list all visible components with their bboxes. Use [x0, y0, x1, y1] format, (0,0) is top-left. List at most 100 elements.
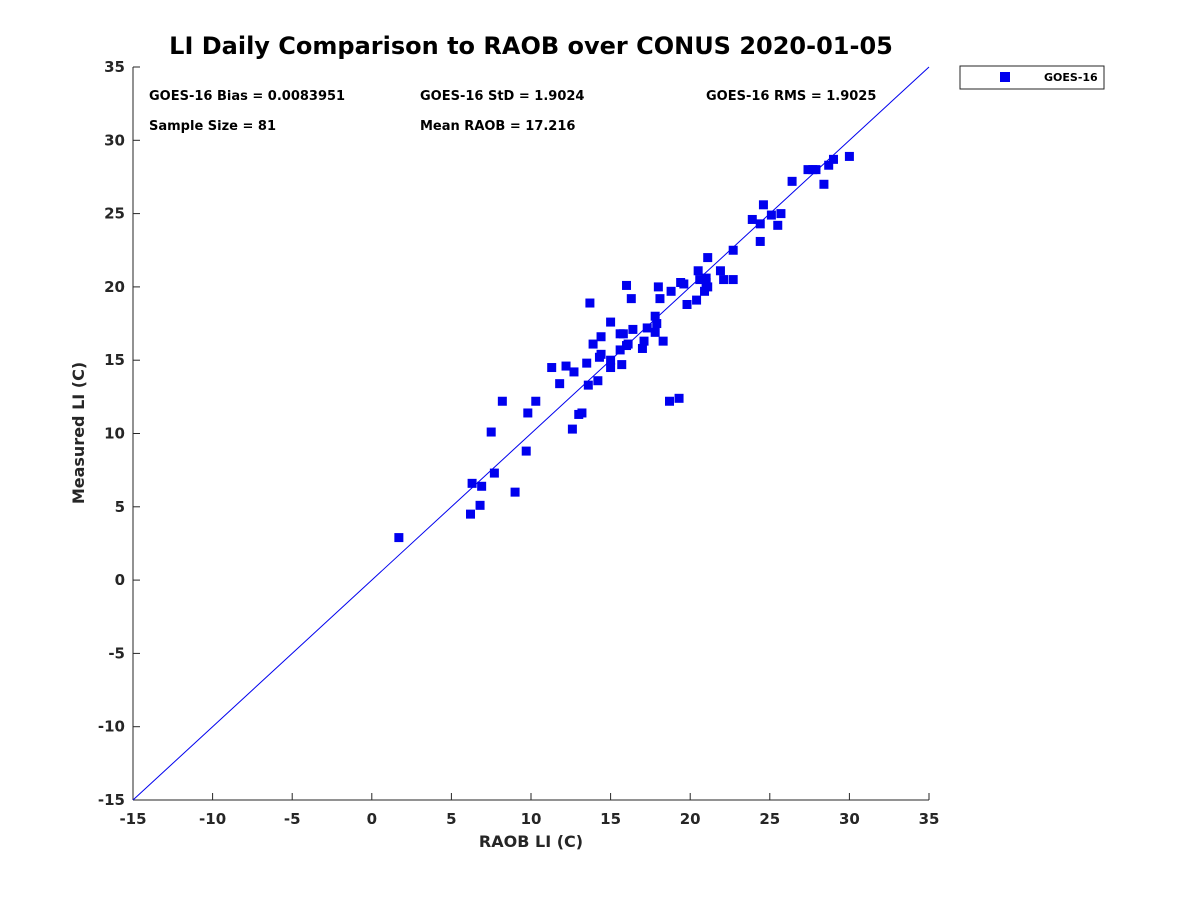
data-point [555, 379, 565, 389]
data-point [655, 294, 665, 304]
data-point [475, 500, 485, 510]
data-point [615, 345, 625, 355]
data-point [703, 253, 713, 263]
data-point [593, 376, 603, 386]
x-tick-label: -15 [119, 810, 146, 828]
data-point [773, 220, 783, 230]
data-point [828, 154, 838, 164]
data-point [596, 349, 606, 359]
data-point [642, 323, 652, 333]
data-point [652, 319, 662, 329]
data-point [510, 487, 520, 497]
data-point [617, 360, 627, 370]
data-point [766, 210, 776, 220]
data-point [844, 151, 854, 161]
data-point [637, 343, 647, 353]
data-point [787, 176, 797, 186]
y-tick-label: -10 [98, 718, 125, 736]
y-tick-label: 5 [115, 498, 125, 516]
plot-area: -15 -10 -5 0 5 10 15 20 25 30 35 -15 -10 -5 0 5 10 15 20 2… [98, 58, 940, 828]
x-axis-ticks: -15 -10 -5 0 5 10 15 20 25 30 35 [119, 793, 939, 828]
data-point [639, 336, 649, 346]
data-point [653, 282, 663, 292]
data-point [755, 236, 765, 246]
data-point [606, 355, 616, 365]
x-tick-label: 5 [446, 810, 456, 828]
chart-title: LI Daily Comparison to RAOB over CONUS 2… [169, 32, 893, 60]
data-point [394, 533, 404, 543]
std-annotation: GOES-16 StD = 1.9024 [420, 89, 584, 104]
data-point [588, 339, 598, 349]
x-tick-label: 35 [919, 810, 940, 828]
data-point [585, 298, 595, 308]
legend-box [959, 65, 1105, 90]
y-tick-label: 0 [115, 571, 125, 589]
data-point [622, 341, 632, 351]
data-point [650, 311, 660, 321]
y-tick-label: -15 [98, 791, 125, 809]
y-axis-ticks: -15 -10 -5 0 5 10 15 20 25 30 35 [98, 58, 140, 809]
data-point [695, 275, 705, 285]
data-point [755, 219, 765, 229]
rms-annotation: GOES-16 RMS = 1.9025 [706, 89, 876, 104]
data-point [477, 481, 487, 491]
data-points [394, 151, 854, 543]
data-point [666, 286, 676, 296]
sample-size-annotation: Sample Size = 81 [149, 119, 276, 134]
x-tick-label: 15 [600, 810, 621, 828]
y-tick-label: 25 [104, 205, 125, 223]
data-point [596, 332, 606, 342]
data-point [674, 393, 684, 403]
legend-marker-goes-16 [1000, 72, 1010, 82]
y-tick-label: 35 [104, 58, 125, 76]
bias-annotation: GOES-16 Bias = 0.0083951 [149, 89, 345, 104]
data-point [658, 336, 668, 346]
data-point [466, 509, 476, 519]
data-point [693, 266, 703, 276]
data-point [606, 363, 616, 373]
data-point [819, 179, 829, 189]
y-tick-label: 30 [104, 131, 125, 149]
data-point [618, 329, 628, 339]
data-point [728, 245, 738, 255]
data-point [626, 294, 636, 304]
y-tick-label: 15 [104, 351, 125, 369]
data-point [489, 468, 499, 478]
legend-label-goes-16: GOES-16 [1044, 71, 1098, 84]
data-point [701, 273, 711, 283]
data-point [758, 200, 768, 210]
y-tick-label: 20 [104, 278, 125, 296]
x-axis-label: RAOB LI (C) [479, 832, 583, 851]
data-point [628, 324, 638, 334]
data-point [547, 363, 557, 373]
data-point [583, 380, 593, 390]
x-tick-label: 0 [367, 810, 377, 828]
data-point [650, 327, 660, 337]
x-tick-label: 30 [839, 810, 860, 828]
data-point [682, 299, 692, 309]
data-point [715, 266, 725, 276]
data-point [561, 361, 571, 371]
data-point [803, 165, 813, 175]
data-point [665, 396, 675, 406]
data-point [679, 279, 689, 289]
data-point [719, 275, 729, 285]
data-point [747, 214, 757, 224]
data-point [467, 478, 477, 488]
data-point [622, 280, 632, 290]
data-point [692, 295, 702, 305]
data-point [577, 408, 587, 418]
mean-raob-annotation: Mean RAOB = 17.216 [420, 119, 575, 134]
legend: GOES-16 [959, 65, 1105, 90]
data-point [569, 367, 579, 377]
data-point [824, 160, 834, 170]
data-point [531, 396, 541, 406]
data-point [486, 427, 496, 437]
data-point [728, 275, 738, 285]
x-tick-label: 20 [680, 810, 701, 828]
y-axis-label: Measured LI (C) [69, 362, 88, 504]
x-tick-label: -10 [199, 810, 226, 828]
data-point [776, 209, 786, 219]
